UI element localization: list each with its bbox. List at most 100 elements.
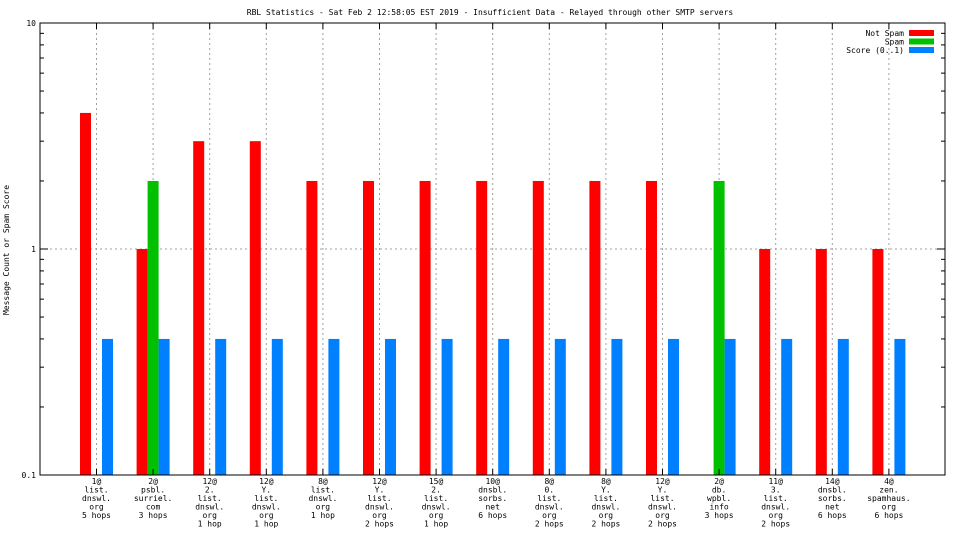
x-tick-label-line: 1 hop (254, 520, 278, 529)
x-tick-label-line: 2@ (714, 477, 724, 486)
score-0-1-bar (498, 338, 510, 475)
score-0-1-bar (724, 338, 736, 475)
x-tick-label-line: list. (367, 494, 391, 503)
x-tick-label-line: 1@ (92, 477, 102, 486)
x-tick-label: 10@ dnsbl. sorbs. net 6 hops (478, 477, 507, 520)
x-tick-label-line: dnswl. (252, 503, 281, 512)
grid-lines (40, 23, 945, 475)
x-tick-label-line: org (372, 511, 387, 520)
x-tick-label-line: 8@ (601, 477, 611, 486)
x-tick-label-line: 2 hops (648, 520, 677, 529)
score-0-1-bar (385, 338, 396, 475)
x-tick-label-line: db. (712, 486, 726, 495)
x-tick-label-line: org (599, 511, 614, 520)
legend-swatch (909, 47, 934, 53)
bars (80, 112, 906, 475)
x-tick-label-line: com (146, 503, 161, 512)
x-tick-label-line: 12@ (655, 477, 670, 486)
x-tick-label-line: sorbs. (478, 494, 507, 503)
x-tick-label-line: org (202, 511, 217, 520)
y-tick-label: 1 (31, 245, 36, 254)
x-tick-label: 1@ list. dnswl. org 5 hops (82, 477, 111, 520)
x-tick-label-line: 0. (544, 486, 554, 495)
not-spam-bar (815, 249, 827, 475)
x-tick-label-line: list. (198, 494, 222, 503)
x-tick-label-line: 12@ (259, 477, 274, 486)
x-tick-label-line: 1 hop (198, 520, 222, 529)
x-tick-label-line: 3 hops (705, 511, 734, 520)
x-tick-label-line: dnswl. (308, 494, 337, 503)
x-tick-label-line: org (655, 511, 670, 520)
legend-label: Not Spam (865, 29, 904, 38)
x-tick-label-line: 3. (771, 486, 781, 495)
not-spam-bar (193, 141, 205, 475)
x-tick-label-line: org (316, 503, 331, 512)
x-tick-label: 2@ db. wpbl. info 3 hops (705, 477, 734, 520)
x-tick-label-line: org (429, 511, 444, 520)
score-0-1-bar (837, 338, 849, 475)
x-tick-label-line: Y. (601, 486, 611, 495)
x-tick-label: 12@ Y. list. dnswl. org 2 hops (648, 477, 677, 529)
x-tick-label-line: 2. (205, 486, 215, 495)
score-0-1-bar (215, 338, 227, 475)
score-0-1-bar (441, 338, 453, 475)
x-tick-label-line: 1 hop (311, 511, 335, 520)
x-tick-label-line: dnsbl. (818, 486, 847, 495)
x-tick-label-line: list. (594, 494, 618, 503)
x-tick-label-line: 2 hops (591, 520, 620, 529)
not-spam-bar (646, 180, 657, 475)
x-tick-label-line: 6 hops (818, 511, 847, 520)
score-0-1-bar (894, 338, 906, 475)
x-tick-label: 11@ 3. list. dnswl. org 2 hops (761, 477, 790, 529)
x-tick-label-line: dnswl. (195, 503, 224, 512)
x-tick-label-line: org (882, 503, 897, 512)
not-spam-bar (872, 249, 884, 475)
y-axis-label: Message Count or Spam Score (2, 185, 11, 315)
x-tick-label-line: dnsbl. (478, 486, 507, 495)
x-tick-label-line: Y. (375, 486, 385, 495)
x-tick-label-line: 6 hops (874, 511, 903, 520)
x-tick-label-line: 4@ (884, 477, 894, 486)
spam-bar (713, 180, 725, 475)
x-tick-label-line: dnswl. (82, 494, 111, 503)
x-tick-label-line: org (768, 511, 783, 520)
x-tick-label: 12@ 2. list. dnswl. org 1 hop (195, 477, 224, 529)
x-tick-label-line: 2 hops (365, 520, 394, 529)
x-tick-label-line: 3 hops (139, 511, 168, 520)
x-tick-label-line: list. (764, 494, 788, 503)
score-0-1-bar (611, 338, 623, 475)
x-tick-label-line: dnswl. (761, 503, 790, 512)
x-tick-label-line: 8@ (544, 477, 554, 486)
x-tick-label-line: surriel. (134, 494, 173, 503)
x-tick-label-line: zen. (879, 486, 898, 495)
x-tick-label-line: dnswl. (648, 503, 677, 512)
x-tick-label-line: Y. (261, 486, 271, 495)
legend-swatch (909, 30, 934, 36)
spam-bar (147, 180, 159, 475)
x-tick-label: 12@ Y. list. dnswl. org 2 hops (365, 477, 394, 529)
x-tick-label: 8@ Y. list. dnswl. org 2 hops (591, 477, 620, 529)
x-tick-label-line: list. (424, 494, 448, 503)
x-tick-label: 4@ zen. spamhaus. org 6 hops (867, 477, 910, 520)
not-spam-bar (80, 112, 91, 475)
x-tick-label-line: 2. (431, 486, 441, 495)
x-tick-label-line: list. (311, 486, 335, 495)
x-tick-label-line: wpbl. (707, 494, 731, 503)
x-tick-label: 12@ Y. list. dnswl. org 1 hop (252, 477, 281, 529)
x-tick-label: 8@ list. dnswl. org 1 hop (308, 477, 337, 520)
x-tick-label-line: 14@ (825, 477, 840, 486)
x-tick-label-line: org (542, 511, 557, 520)
x-tick-label-line: 2 hops (761, 520, 790, 529)
x-tick-label-line: 8@ (318, 477, 328, 486)
x-tick-label-line: 2@ (148, 477, 158, 486)
score-0-1-bar (668, 338, 679, 475)
chart-title: RBL Statistics - Sat Feb 2 12:58:05 EST … (247, 8, 734, 17)
x-tick-label-line: list. (537, 494, 561, 503)
x-tick-label-line: 5 hops (82, 511, 111, 520)
x-tick-label-line: 15@ (429, 477, 444, 486)
legend-label: Spam (885, 38, 904, 47)
x-tick-label-line: Y. (658, 486, 668, 495)
